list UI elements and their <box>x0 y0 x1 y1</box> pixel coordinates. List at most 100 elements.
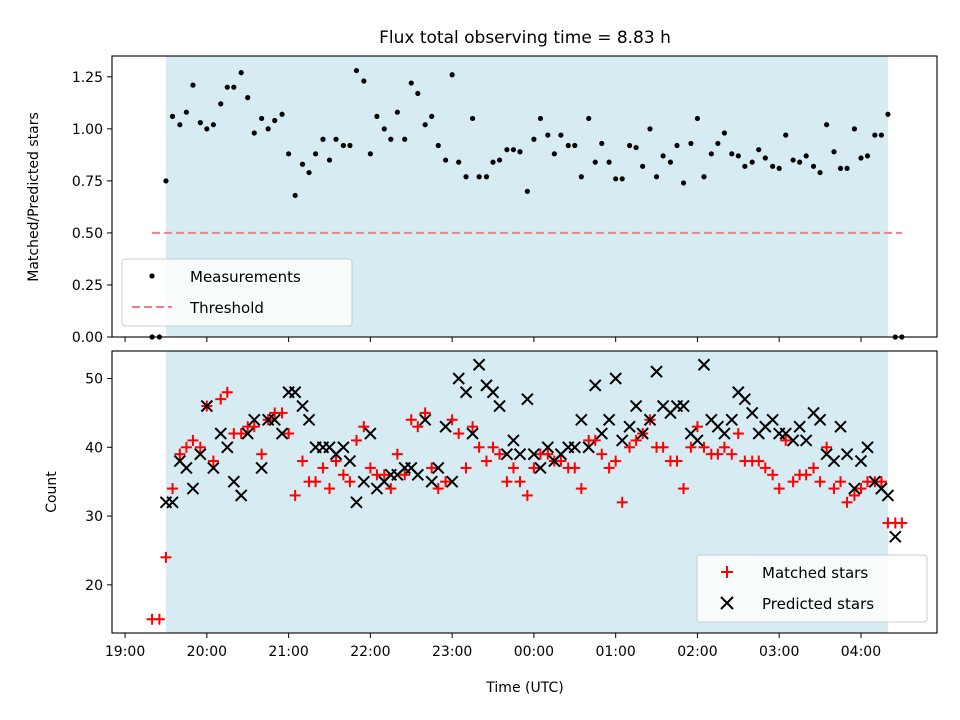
bottom-y-axis-label: Count <box>44 471 60 513</box>
predicted-star-point <box>439 420 452 433</box>
top-y-tick-label: 0.50 <box>72 226 103 242</box>
measurement-point <box>463 174 469 180</box>
measurement-point <box>817 169 823 176</box>
measurement-point <box>551 151 557 157</box>
measurement-point <box>204 126 210 132</box>
predicted-star-point <box>186 482 200 495</box>
measurement-point <box>197 120 203 126</box>
matched-star-point <box>276 407 288 419</box>
measurement-point <box>524 188 530 194</box>
matched-star-point <box>494 448 506 460</box>
top-x-axis-ticks <box>124 337 862 342</box>
matched-star-point <box>589 434 601 446</box>
matched-star-point <box>174 448 186 460</box>
matched-star-point <box>828 483 840 495</box>
matched-star-point <box>426 462 438 474</box>
x-tick-label: 02:00 <box>677 644 717 660</box>
x-tick-label: 21:00 <box>268 644 308 660</box>
matched-star-point <box>787 476 799 488</box>
predicted-star-point <box>827 454 841 468</box>
matched-star-point <box>691 421 703 433</box>
measurement-point <box>333 136 339 142</box>
matched-star-point <box>855 483 867 495</box>
matched-star-point <box>759 462 771 474</box>
measurement-point <box>749 159 755 165</box>
matched-star-point <box>732 428 744 440</box>
measurement-point <box>320 136 326 142</box>
measurement-point <box>885 111 891 117</box>
matched-star-point <box>671 455 683 467</box>
measurement-point <box>878 132 885 138</box>
top-axes-frame <box>111 55 938 338</box>
matched-star-point <box>473 441 485 453</box>
matched-star-point <box>624 441 636 453</box>
x-tick-label: 19:00 <box>105 644 145 660</box>
predicted-star-point <box>350 496 363 509</box>
legend-measurements-marker <box>149 273 155 279</box>
measurement-point <box>721 130 728 136</box>
matched-star-point <box>528 462 540 474</box>
bottom-x-axis-label: Time (UTC) <box>485 680 563 696</box>
measurement-point <box>701 174 707 180</box>
predicted-star-point <box>854 454 868 468</box>
predicted-star-point <box>227 475 241 488</box>
measurement-point <box>224 84 230 90</box>
matched-star-point <box>405 414 417 426</box>
measurement-point <box>558 132 564 138</box>
predicted-star-point <box>513 447 527 461</box>
matched-star-point <box>780 434 792 446</box>
matched-star-point <box>514 476 526 488</box>
measurement-point <box>312 151 319 157</box>
measurement-point <box>490 159 496 165</box>
predicted-star-point <box>527 447 541 461</box>
predicted-star-point <box>629 399 643 413</box>
matched-star-point <box>575 483 587 495</box>
bottom-y-tick-label: 50 <box>85 372 103 388</box>
predicted-star-point <box>568 441 581 454</box>
matched-star-point <box>848 489 860 501</box>
predicted-star-point <box>575 413 588 426</box>
matched-star-point <box>310 476 322 488</box>
matched-star-point <box>297 455 309 467</box>
measurement-point <box>190 82 196 88</box>
predicted-star-point <box>288 386 302 399</box>
measurement-point <box>381 126 387 132</box>
matched-star-point <box>698 441 710 453</box>
legend-predicted-label: Predicted stars <box>762 595 874 613</box>
predicted-star-point <box>650 365 663 378</box>
measurement-point <box>803 153 809 159</box>
matched-star-point <box>487 441 499 453</box>
measurement-point <box>422 122 428 128</box>
measurement-point <box>729 151 735 157</box>
matched-star-point <box>630 434 642 446</box>
measurement-point <box>483 174 490 180</box>
measurement-point <box>680 180 687 186</box>
measurement-point <box>872 132 878 138</box>
matched-star-point <box>875 476 887 488</box>
measurement-point <box>469 115 476 122</box>
measurement-point <box>565 142 571 149</box>
bottom-x-axis: 19:00 20:00 21:00 22:00 23:00 00:00 01:00 02:00… <box>105 633 881 660</box>
matched-star-point <box>603 462 615 474</box>
measurement-point <box>292 192 298 199</box>
predicted-star-point <box>459 386 473 399</box>
matched-star-point <box>317 462 329 474</box>
matched-star-point <box>160 551 172 563</box>
predicted-star-point <box>861 441 874 454</box>
measurement-point <box>442 157 449 163</box>
predicted-star-point <box>472 358 486 371</box>
measurement-point <box>837 165 844 171</box>
predicted-star-point <box>364 427 377 440</box>
matched-star-point <box>569 462 581 474</box>
measurement-point <box>797 159 803 165</box>
measurement-point <box>715 140 721 147</box>
measurement-point <box>504 147 510 153</box>
predicted-star-point <box>643 413 657 426</box>
matched-star-point <box>153 613 165 625</box>
measurement-point <box>599 140 605 147</box>
matched-star-point <box>841 496 853 508</box>
predicted-star-point <box>623 420 636 433</box>
measurement-point <box>810 163 817 169</box>
measurement-point <box>688 140 694 147</box>
measurement-point <box>592 159 598 165</box>
